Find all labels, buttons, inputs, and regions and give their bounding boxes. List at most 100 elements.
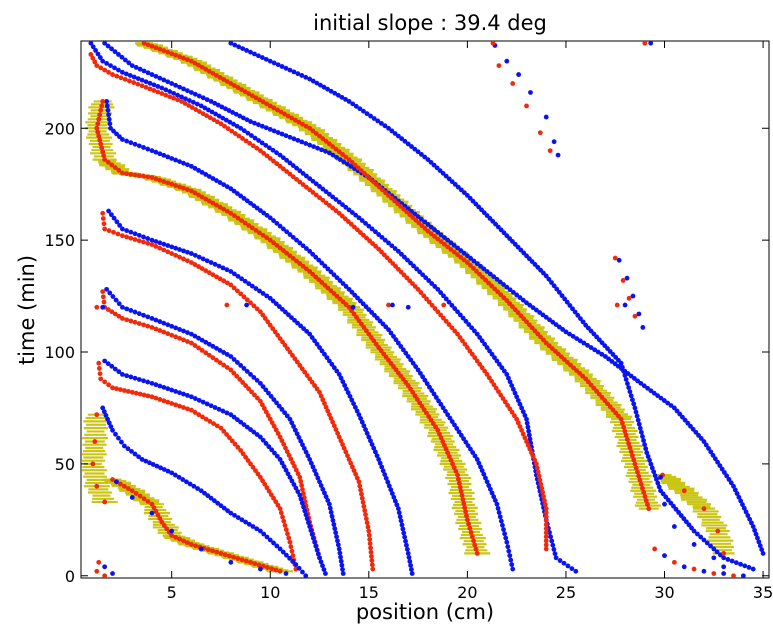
blue-point-5-54 — [284, 157, 290, 163]
red-point-11-61 — [299, 366, 305, 372]
blue-point-16-30 — [195, 486, 200, 491]
blue-point-4-3 — [240, 46, 246, 52]
blue-point-7-46 — [254, 205, 260, 211]
red-point-19-4 — [125, 486, 131, 491]
red-point-8-92 — [368, 335, 374, 340]
blue-point-1-106 — [484, 269, 490, 274]
red-point-13-68 — [298, 478, 304, 484]
blue-point-14-47 — [274, 453, 280, 459]
blue-point-4-47 — [402, 138, 408, 144]
red-point-2-117 — [529, 325, 535, 331]
red-point-2-144 — [607, 404, 613, 410]
blue-point-12-62 — [303, 449, 309, 455]
blue-point-1-137 — [588, 345, 594, 350]
red-point-6-140 — [520, 431, 526, 437]
red-point-2-72 — [392, 198, 397, 204]
blue-point-10-95 — [382, 472, 388, 477]
blue-point-10-63 — [324, 355, 330, 361]
blue-point-5-97 — [423, 275, 429, 281]
red-point-2-18 — [210, 70, 216, 76]
red-point-13-34 — [221, 362, 227, 368]
red-point-13-63 — [290, 460, 296, 466]
blue-point-4-18 — [299, 73, 305, 78]
blue-point-4-57 — [434, 165, 440, 171]
red-point-6-8 — [114, 73, 120, 79]
blue-point-12-8 — [132, 309, 138, 315]
red-point-11-40 — [244, 297, 250, 303]
red-point-13-40 — [240, 380, 246, 385]
blue-point-5-21 — [163, 87, 169, 93]
blue-point-34-2 — [350, 304, 356, 310]
blue-point-14-6 — [124, 373, 130, 379]
blue-point-16-52 — [271, 540, 276, 546]
blue-point-1-38 — [244, 117, 250, 123]
blue-point-5-0 — [88, 40, 94, 46]
red-point-13-38 — [234, 373, 240, 379]
red-point-13-12 — [136, 321, 142, 326]
blue-point-10-104 — [395, 506, 401, 512]
red-point-2-158 — [631, 457, 637, 463]
blue-point-10-118 — [408, 563, 414, 568]
red-point-11-86 — [346, 457, 352, 462]
blue-point-7-120 — [458, 432, 464, 438]
blue-point-7-105 — [424, 381, 430, 387]
blue-point-7-69 — [328, 269, 334, 275]
red-point-6-127 — [493, 385, 499, 391]
blue-point-10-59 — [314, 341, 320, 347]
red-point-15-43 — [243, 454, 249, 460]
blue-point-1-187 — [732, 487, 738, 493]
blue-point-1-29 — [212, 100, 218, 106]
blue-point-7-66 — [319, 260, 325, 266]
blue-point-1-11 — [141, 68, 147, 74]
blue-point-1-41 — [256, 122, 261, 128]
blue-point-30-5 — [721, 564, 727, 570]
blue-point-4-65 — [458, 187, 464, 193]
blue-point-4-49 — [409, 144, 414, 149]
blue-point-7-103 — [420, 374, 426, 380]
red-point-8-111 — [414, 396, 420, 402]
blue-point-1-192 — [741, 505, 747, 511]
red-point-2-92 — [455, 252, 460, 258]
red-point-15-9 — [121, 388, 127, 393]
blue-point-10-100 — [389, 491, 395, 496]
red-point-2-143 — [605, 401, 610, 407]
red-point-11-3 — [102, 226, 108, 232]
blue-point-5-116 — [477, 335, 483, 340]
red-point-15-31 — [207, 418, 213, 424]
red-point-6-46 — [257, 148, 263, 154]
blue-point-1-189 — [736, 494, 742, 500]
blue-point-4-95 — [543, 273, 549, 279]
blue-point-12-69 — [315, 475, 321, 481]
blue-point-12-86 — [335, 542, 341, 548]
red-point-6-137 — [515, 420, 521, 426]
red-point-11-47 — [265, 319, 271, 325]
blue-point-16-56 — [284, 552, 289, 558]
blue-point-21-0 — [114, 479, 119, 485]
red-point-8-40 — [203, 196, 209, 202]
blue-point-1-31 — [219, 104, 225, 110]
blue-point-7-131 — [481, 471, 487, 477]
red-point-11-23 — [185, 258, 190, 264]
red-point-8-48 — [232, 213, 237, 219]
blue-point-4-138 — [636, 421, 642, 427]
red-point-8-142 — [464, 513, 469, 519]
red-point-11-19 — [169, 251, 175, 256]
red-point-2-167 — [642, 494, 648, 499]
blue-point-5-128 — [506, 375, 511, 381]
red-point-6-17 — [151, 88, 157, 93]
red-point-6-66 — [323, 200, 329, 206]
red-point-6-119 — [474, 358, 480, 364]
blue-point-16-45 — [246, 521, 252, 527]
blue-point-1-112 — [504, 284, 510, 290]
blue-point-4-168 — [691, 528, 697, 534]
blue-point-7-65 — [316, 257, 322, 263]
blue-point-12-71 — [318, 483, 324, 488]
blue-point-7-90 — [388, 330, 394, 336]
red-point-17-4 — [102, 499, 108, 505]
red-point-2-110 — [510, 304, 515, 310]
blue-point-7-29 — [196, 167, 201, 173]
blue-point-1-113 — [507, 287, 513, 293]
blue-point-16-40 — [228, 510, 234, 516]
blue-point-1-194 — [745, 513, 751, 518]
